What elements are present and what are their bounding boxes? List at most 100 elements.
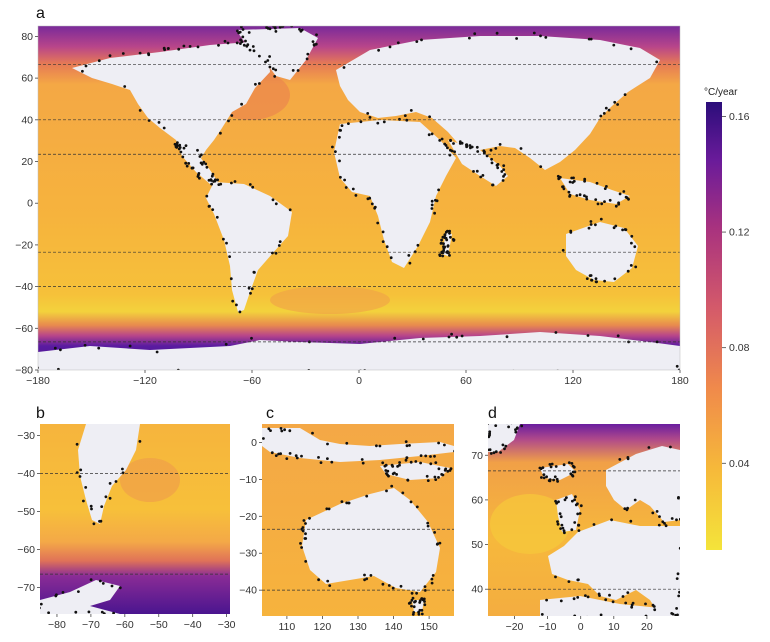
y-tick-label: −40 [15,281,33,293]
observation-dot [562,463,566,467]
observation-dot [423,600,426,603]
observation-dot [37,614,40,617]
observation-dot [391,465,395,468]
panel-letter-c: c [266,405,274,422]
observation-dot [611,600,615,604]
observation-dot [294,454,298,458]
observation-dot [546,372,549,375]
observation-dot [242,43,246,47]
observation-dot [424,454,428,458]
observation-dot [101,582,105,585]
observation-dot [554,331,558,334]
observation-dot [361,461,365,465]
observation-dot [398,461,401,464]
observation-dot [267,427,271,431]
observation-dot [476,150,480,153]
observation-dot [347,501,351,505]
panel-europe-map: d −20 −10 0 10 20 40 50 60 70 [471,405,680,633]
observation-dot [664,524,668,528]
observation-dot [442,249,445,253]
warm-patch [490,494,570,554]
observation-dot [246,43,250,47]
observation-dot [599,613,603,616]
observation-dot [178,143,182,147]
observation-dot [440,137,444,141]
observation-dot [675,518,678,522]
observation-dot [241,28,245,31]
y-tick-label: 0 [27,198,33,210]
observation-dot [377,372,380,375]
observation-dot [351,187,355,191]
observation-dot [453,449,454,453]
observation-dot [301,526,305,529]
observation-dot [594,198,598,202]
observation-dot [423,603,427,607]
observation-dot [411,613,415,616]
observation-dot [485,451,488,454]
observation-dot [589,223,593,226]
observation-dot [612,43,616,47]
observation-dot [89,578,93,582]
observation-dot [584,594,587,597]
observation-dot [495,31,499,35]
observation-dot [404,440,408,443]
observation-dot [615,616,618,619]
observation-dot [549,465,553,469]
observation-dot [572,176,575,180]
observation-dot [295,456,299,460]
observation-dot [450,332,453,336]
observation-dot [420,608,424,612]
observation-dot [479,175,483,179]
observation-dot [441,235,445,239]
observation-dot [279,427,283,430]
observation-dot [447,251,451,255]
observation-dot [489,452,493,455]
observation-dot [569,472,573,476]
observation-dot [340,500,344,503]
observation-dot [114,480,118,483]
observation-dot [315,33,318,37]
observation-dot [34,365,37,368]
observation-dot [268,65,272,69]
observation-dot [409,460,413,464]
observation-dot [589,220,593,223]
observation-dot [84,486,88,489]
observation-dot [338,159,341,163]
observation-dot [304,532,307,536]
observation-dot [281,26,284,28]
observation-dot [678,590,680,594]
observation-dot [460,334,464,338]
observation-dot [121,52,125,55]
observation-dot [37,612,40,615]
observation-dot [381,230,385,234]
observation-dot [594,223,597,227]
panel-letter-a: a [36,5,45,22]
observation-dot [187,162,191,165]
observation-dot [678,546,680,550]
observation-dot [82,499,85,503]
observation-dot [594,280,598,284]
land-africa [334,120,456,268]
observation-dot [233,180,237,183]
observation-dot [409,500,413,504]
observation-dot [340,124,344,127]
observation-dot [317,456,320,459]
observation-dot [421,337,425,341]
panel-letter-b: b [36,405,45,422]
observation-dot [305,57,309,61]
observation-dot [423,585,427,588]
observation-dot [494,424,498,427]
observation-dot [571,181,575,184]
observation-dot [138,440,142,443]
observation-dot [616,334,620,338]
observation-dot [366,112,370,115]
observation-dot [110,584,114,588]
observation-dot [196,45,200,49]
observation-dot [498,143,502,146]
observation-dot [390,484,394,488]
land-north-africa [540,596,680,616]
observation-dot [178,373,181,376]
observation-dot [453,150,456,154]
observation-dot [251,45,255,48]
observation-dot [652,605,656,608]
